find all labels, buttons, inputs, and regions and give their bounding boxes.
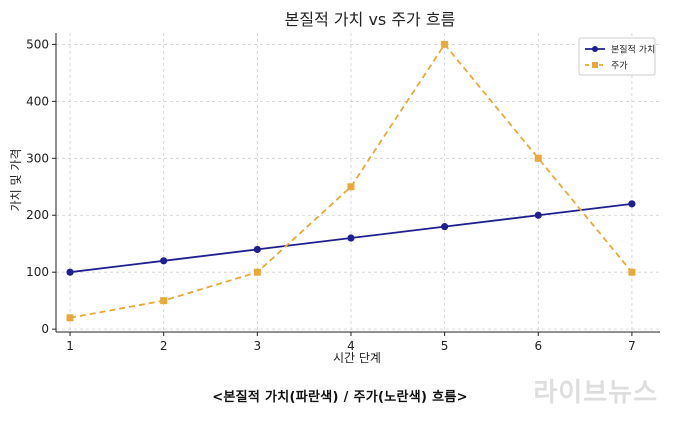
x-tick-label: 3 [254,339,262,353]
x-tick-label: 6 [534,339,542,353]
x-tick-label: 2 [160,339,168,353]
watermark: 라이브뉴스 [533,378,658,408]
series [66,40,636,322]
y-tick-label: 0 [41,322,49,336]
y-tick-label: 100 [26,265,49,279]
data-point [347,183,355,191]
x-tick-label: 7 [628,339,636,353]
data-point [441,223,449,231]
legend-label: 주가 [611,61,628,72]
data-point [253,268,261,276]
legend-marker [592,62,598,68]
data-point [441,40,449,48]
y-tick-label: 200 [26,208,49,222]
series-line-1 [69,42,633,319]
y-tick-label: 500 [26,37,49,51]
data-point [160,297,168,305]
y-tick-label: 400 [26,94,49,108]
data-point [66,268,74,276]
data-point [628,268,636,276]
data-point [66,314,74,322]
data-point [534,154,542,162]
x-axis-label: 시간 단계 [333,351,381,365]
axes: 1 2 3 4 5 6 7 0 100 200 300 400 500 [26,33,660,353]
data-point [534,211,542,219]
data-point [160,257,168,265]
y-tick-label: 300 [26,151,49,165]
x-tick-label: 1 [66,339,74,353]
x-tick-label: 4 [347,339,355,353]
legend-label: 본질적 가치 [611,44,655,56]
data-point [628,200,636,208]
figure-caption: <본질적 가치(파란색) / 주가(노란색) 흐름> [212,390,468,405]
x-tick-label: 5 [441,339,449,353]
chart-title: 본질적 가치 vs 주가 흐름 [285,10,456,29]
data-point [347,234,355,242]
data-point [253,245,261,254]
grid [56,33,660,332]
y-axis-label: 가치 및 가격 [9,149,23,212]
legend-marker [592,46,598,52]
